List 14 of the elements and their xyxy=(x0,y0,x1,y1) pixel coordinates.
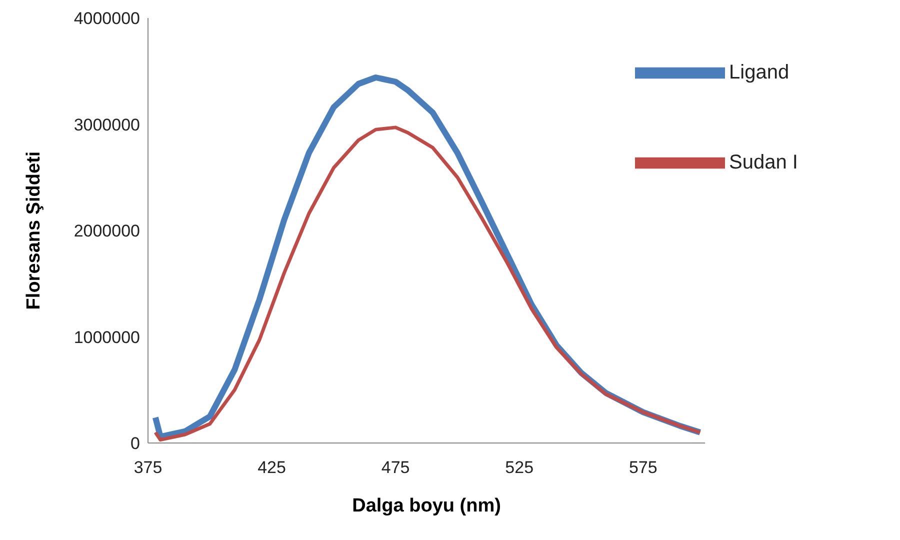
x-axis-title: Dalga boyu (nm) xyxy=(352,495,501,516)
y-tick-label: 1000000 xyxy=(74,328,140,347)
legend-label: Sudan I xyxy=(729,151,798,174)
x-tick-label: 525 xyxy=(505,458,534,478)
x-tick-label: 475 xyxy=(381,458,410,478)
x-tick-label: 375 xyxy=(134,458,162,478)
x-tick-label: 575 xyxy=(628,458,658,478)
x-tick-label: 425 xyxy=(258,458,286,478)
y-tick-label: 2000000 xyxy=(74,222,140,241)
y-axis-title: Floresans Şiddeti xyxy=(24,151,45,310)
y-tick-label: 3000000 xyxy=(74,115,140,134)
legend-label: Ligand xyxy=(729,61,790,84)
y-tick-label: 4000000 xyxy=(74,9,140,28)
y-tick-label: 0 xyxy=(130,434,140,454)
